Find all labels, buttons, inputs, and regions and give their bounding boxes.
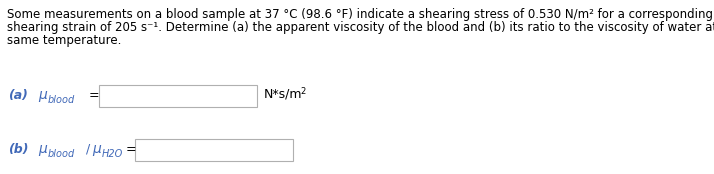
- Text: (a): (a): [8, 89, 28, 102]
- Text: (b): (b): [8, 144, 29, 156]
- Text: blood: blood: [48, 149, 75, 159]
- Text: H2O: H2O: [102, 149, 124, 159]
- Text: /: /: [86, 143, 90, 156]
- Text: blood: blood: [48, 95, 75, 105]
- Text: Some measurements on a blood sample at 37 °C (98.6 °F) indicate a shearing stres: Some measurements on a blood sample at 3…: [7, 8, 714, 21]
- Bar: [135, 139, 293, 161]
- Text: μ: μ: [38, 142, 47, 156]
- Text: =: =: [126, 144, 136, 156]
- Text: =: =: [89, 89, 100, 102]
- Text: same temperature.: same temperature.: [7, 34, 121, 47]
- Text: μ: μ: [92, 142, 101, 156]
- Text: shearing strain of 205 s⁻¹. Determine (a) the apparent viscosity of the blood an: shearing strain of 205 s⁻¹. Determine (a…: [7, 21, 714, 34]
- Text: N*s/m: N*s/m: [264, 88, 303, 101]
- Bar: [99, 85, 257, 107]
- Text: μ: μ: [38, 88, 47, 102]
- Text: 2: 2: [300, 86, 306, 96]
